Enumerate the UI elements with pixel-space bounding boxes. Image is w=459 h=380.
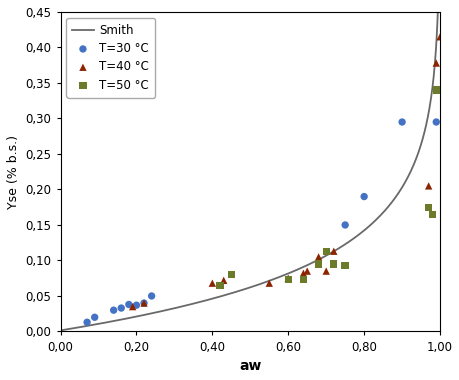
- T=50 °C: [284, 277, 291, 283]
- T=40 °C: [322, 268, 329, 274]
- T=50 °C: [299, 277, 307, 283]
- T=50 °C: [314, 261, 322, 267]
- Smith: [434, 10, 440, 15]
- T=40 °C: [424, 183, 431, 189]
- T=30 °C: [431, 119, 439, 125]
- T=30 °C: [341, 222, 348, 228]
- T=30 °C: [360, 193, 367, 200]
- T=50 °C: [424, 204, 431, 210]
- Smith: [174, 305, 180, 310]
- Line: Smith: Smith: [61, 13, 437, 330]
- T=50 °C: [216, 282, 223, 288]
- T=30 °C: [148, 293, 155, 299]
- T=50 °C: [431, 87, 439, 93]
- T=40 °C: [431, 60, 439, 66]
- T=30 °C: [118, 305, 125, 311]
- Smith: [166, 307, 172, 312]
- T=50 °C: [322, 248, 329, 254]
- T=40 °C: [208, 280, 216, 286]
- Smith: [58, 328, 63, 332]
- T=30 °C: [140, 300, 147, 306]
- T=40 °C: [436, 34, 443, 40]
- T=40 °C: [140, 300, 147, 306]
- T=50 °C: [330, 261, 337, 267]
- T=40 °C: [299, 270, 307, 276]
- T=40 °C: [330, 248, 337, 254]
- T=30 °C: [133, 302, 140, 308]
- T=30 °C: [125, 301, 132, 307]
- T=40 °C: [265, 280, 272, 286]
- T=30 °C: [397, 119, 405, 125]
- T=50 °C: [227, 272, 235, 278]
- T=40 °C: [129, 304, 136, 310]
- T=40 °C: [219, 277, 227, 283]
- T=40 °C: [303, 268, 310, 274]
- T=30 °C: [83, 319, 90, 325]
- Smith: [197, 299, 203, 304]
- T=50 °C: [428, 211, 435, 217]
- Smith: [126, 316, 131, 320]
- X-axis label: aw: aw: [239, 359, 261, 373]
- Legend: Smith, T=30 °C, T=40 °C, T=50 °C: Smith, T=30 °C, T=40 °C, T=50 °C: [66, 18, 155, 98]
- T=50 °C: [341, 263, 348, 269]
- T=30 °C: [91, 314, 98, 320]
- T=40 °C: [314, 254, 322, 260]
- Y-axis label: Yse (% b.s.): Yse (% b.s.): [7, 135, 20, 209]
- T=40 °C: [284, 275, 291, 281]
- Smith: [231, 290, 237, 294]
- Smith: [238, 288, 244, 293]
- T=30 °C: [110, 307, 117, 313]
